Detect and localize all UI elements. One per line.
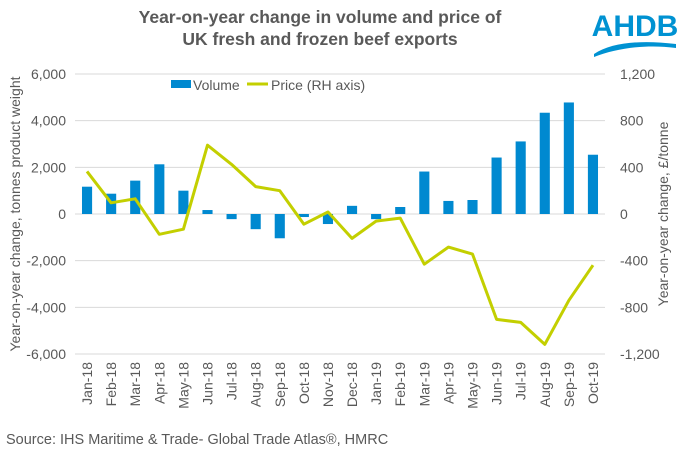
x-tick-label: Apr-18 <box>151 362 167 404</box>
right-tick-label: -1,200 <box>620 346 660 362</box>
legend: Volume Price (RH axis) <box>171 77 365 93</box>
volume-bar-mar-19 <box>419 171 430 214</box>
chart-title-line-2: UK fresh and frozen beef exports <box>182 29 458 49</box>
left-tick-label: -2,000 <box>26 253 66 269</box>
right-tick-label: 1,200 <box>620 66 655 82</box>
chart-title: Year-on-year change in volume and price … <box>90 6 550 50</box>
x-tick-label: Jun-19 <box>489 362 505 405</box>
x-tick-label: Feb-19 <box>392 362 408 407</box>
x-tick-label: Mar-18 <box>127 362 143 407</box>
x-tick-label: Jul-19 <box>513 362 529 400</box>
x-tick-label: Jan-19 <box>368 362 384 405</box>
right-tick-label: -400 <box>620 253 648 269</box>
x-tick-label: May-19 <box>465 362 481 409</box>
volume-bar-apr-19 <box>443 200 454 214</box>
right-tick-label: 800 <box>620 113 644 129</box>
volume-bar-sep-18 <box>274 214 285 239</box>
right-tick-label: 400 <box>620 159 644 175</box>
volume-bar-may-19 <box>467 200 478 214</box>
volume-bar-jul-18 <box>226 214 237 220</box>
left-axis-ticks: 6,000 4,000 2,000 0 -2,000 -4,000 -6,000 <box>26 66 66 362</box>
source-note: Source: IHS Maritime & Trade- Global Tra… <box>6 432 389 448</box>
right-tick-label: -800 <box>620 299 648 315</box>
volume-bars <box>81 102 599 239</box>
logo-text: AHDB <box>592 10 678 43</box>
volume-bar-sep-19 <box>563 102 574 214</box>
price-line-group <box>85 143 595 346</box>
left-axis-label: Year-on-year change, tonnes product weig… <box>7 76 23 351</box>
x-tick-label: May-18 <box>175 362 191 409</box>
x-tick-label: Sep-18 <box>272 362 288 407</box>
legend-volume-swatch <box>171 80 191 88</box>
volume-bar-oct-18 <box>298 214 309 218</box>
left-tick-label: 0 <box>58 206 66 222</box>
right-axis-ticks: 1,200 800 400 0 -400 -800 -1,200 <box>620 66 660 362</box>
right-tick-label: 0 <box>620 206 628 222</box>
volume-bar-aug-19 <box>539 112 550 214</box>
volume-bar-apr-18 <box>154 164 165 214</box>
legend-price-label: Price (RH axis) <box>271 77 365 93</box>
chart-title-line-1: Year-on-year change in volume and price … <box>138 7 502 27</box>
volume-bar-jan-18 <box>81 186 93 214</box>
price-line <box>85 143 595 346</box>
logo-wave-icon <box>594 42 676 57</box>
volume-bar-aug-18 <box>250 214 261 230</box>
ahdb-logo: AHDB <box>592 10 678 57</box>
x-tick-label: Sep-19 <box>561 362 577 407</box>
x-tick-label: Aug-18 <box>248 362 264 407</box>
volume-bar-oct-19 <box>587 154 599 214</box>
volume-bar-may-18 <box>178 190 189 214</box>
volume-bar-feb-19 <box>395 207 406 214</box>
left-tick-label: -4,000 <box>26 299 66 315</box>
volume-bar-jul-19 <box>515 141 526 214</box>
volume-bar-dec-18 <box>346 205 358 214</box>
volume-bar-jun-18 <box>202 210 213 214</box>
left-tick-label: -6,000 <box>26 346 66 362</box>
left-tick-label: 6,000 <box>31 66 66 82</box>
x-tick-label: Nov-18 <box>320 362 336 407</box>
volume-bar-nov-18 <box>322 214 334 225</box>
volume-bar-jan-19 <box>371 214 382 220</box>
x-tick-label: Mar-19 <box>416 362 432 407</box>
left-tick-label: 2,000 <box>31 159 66 175</box>
x-axis-ticks: Jan-18 Feb-18 Mar-18 Apr-18 May-18 Jun-18 Jul-… <box>79 362 601 409</box>
left-tick-label: 4,000 <box>31 113 66 129</box>
x-tick-label: Jun-18 <box>200 362 216 405</box>
right-axis-label: Year-on-year change, £/tonne <box>655 121 671 306</box>
x-tick-label: Jan-18 <box>79 362 95 405</box>
x-tick-label: Apr-19 <box>440 362 456 404</box>
x-tick-label: Jul-18 <box>224 362 240 400</box>
x-tick-label: Feb-18 <box>103 362 119 407</box>
volume-bar-jun-19 <box>491 157 502 214</box>
x-tick-label: Dec-18 <box>344 362 360 407</box>
x-tick-label: Oct-18 <box>296 362 312 404</box>
x-tick-label: Aug-19 <box>537 362 553 407</box>
x-tick-label: Oct-19 <box>585 362 601 404</box>
legend-volume-label: Volume <box>193 77 240 93</box>
